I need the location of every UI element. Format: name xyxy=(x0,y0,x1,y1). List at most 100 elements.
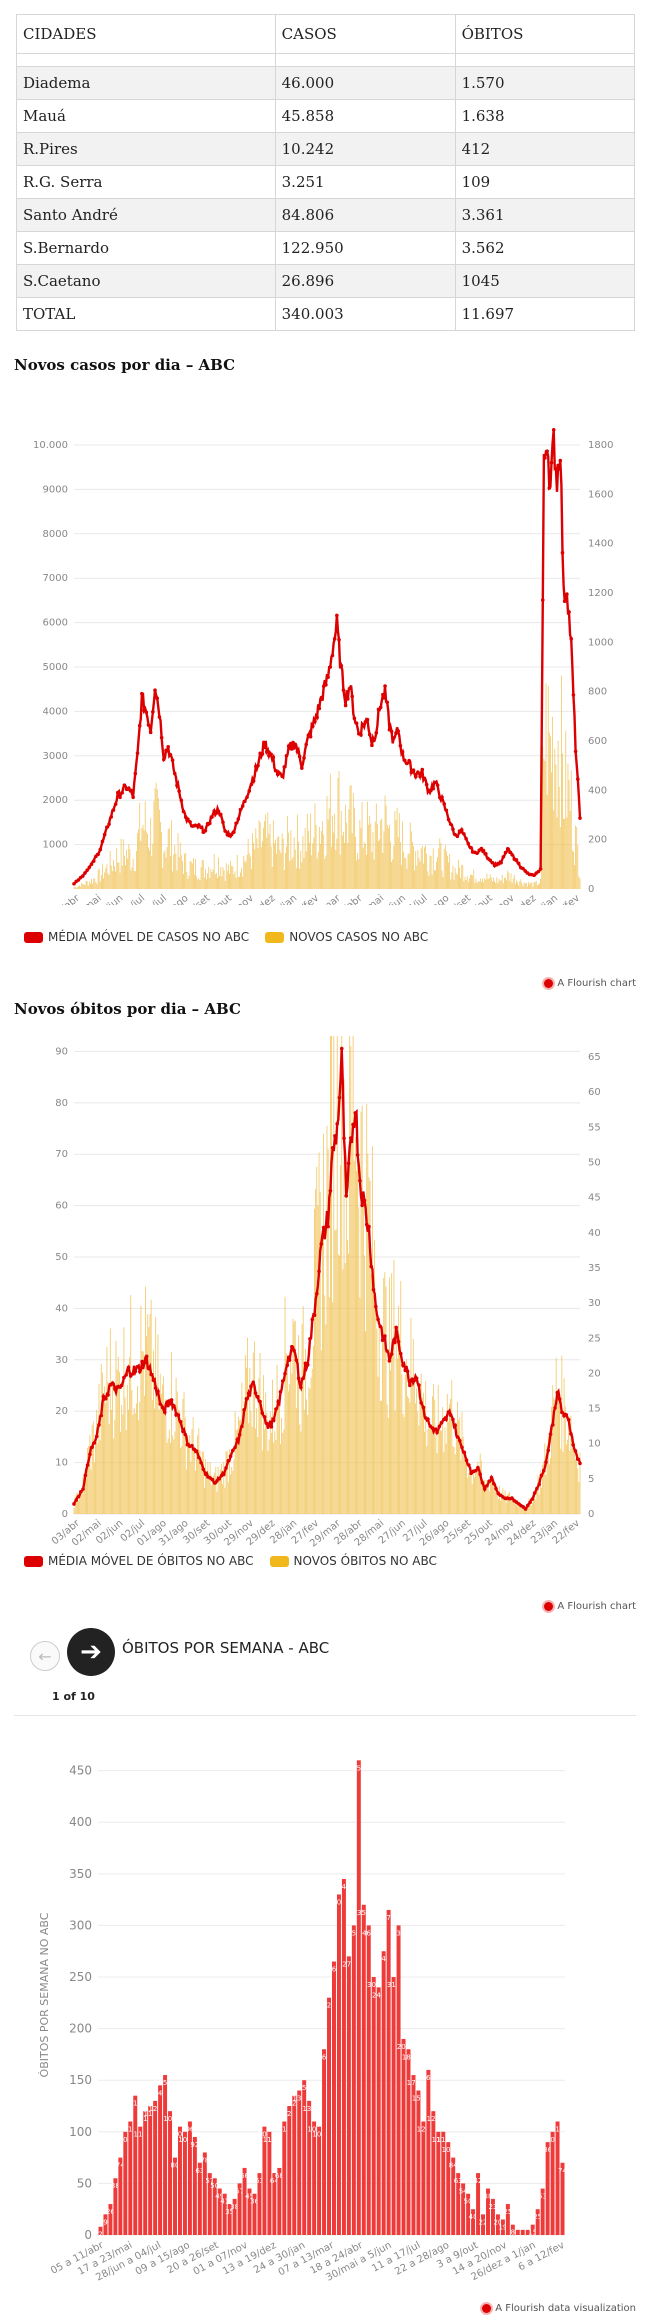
daily-bar xyxy=(229,873,230,889)
daily-bar xyxy=(216,1491,218,1514)
moving-average-point xyxy=(271,755,276,760)
flourish-credit-2[interactable]: A Flourish chart xyxy=(544,1601,636,1612)
week-bar-label: 180 xyxy=(402,2053,415,2061)
flourish-logo-icon xyxy=(482,2304,492,2313)
daily-bar xyxy=(117,1356,119,1514)
daily-bar xyxy=(157,798,159,889)
daily-bar xyxy=(206,879,207,889)
y-right-tick-label: 50 xyxy=(588,1158,601,1169)
daily-bar xyxy=(411,1380,413,1514)
moving-average-point xyxy=(455,834,460,839)
moving-average-point xyxy=(374,731,379,735)
previous-slide-button[interactable]: ← xyxy=(30,1641,60,1671)
daily-bar xyxy=(533,881,535,889)
daily-bar xyxy=(151,1399,153,1514)
week-bar-label: 123 xyxy=(288,2100,301,2108)
daily-bar xyxy=(409,1402,411,1514)
week-bar-label: 41 xyxy=(220,2198,229,2206)
daily-bar xyxy=(446,1393,448,1514)
daily-bar xyxy=(427,1428,429,1514)
daily-bar xyxy=(466,876,468,889)
table-body: Diadema 46.000 1.570 Mauá 45.858 1.638 R.Pires… xyxy=(16,53,636,331)
moving-average-point xyxy=(484,852,488,856)
legend-item-deaths-avg[interactable]: MÉDIA MÓVEL DE ÓBITOS NO ABC xyxy=(24,1554,254,1568)
daily-bar xyxy=(309,842,310,889)
daily-bar xyxy=(365,1331,366,1514)
week-bar xyxy=(257,2173,262,2235)
daily-bar xyxy=(415,1403,416,1514)
moving-average-point xyxy=(203,1472,208,1477)
daily-bar xyxy=(449,1404,450,1514)
daily-bar xyxy=(349,785,351,889)
daily-bar xyxy=(175,853,177,889)
daily-bar xyxy=(115,871,117,889)
moving-average-point xyxy=(369,1264,374,1269)
flourish-credit-3[interactable]: A Flourish data visualization xyxy=(482,2303,636,2314)
moving-average-point xyxy=(131,795,135,800)
daily-bar xyxy=(564,818,566,889)
moving-average-point xyxy=(79,1489,83,1494)
daily-bar xyxy=(497,1499,499,1514)
daily-bar xyxy=(157,1334,159,1514)
daily-bar xyxy=(471,874,472,889)
daily-bar xyxy=(543,758,545,889)
cases-cell: 10.242 xyxy=(274,132,456,166)
daily-bar xyxy=(327,819,329,889)
daily-bar xyxy=(154,788,156,889)
moving-average-point xyxy=(468,845,473,850)
moving-average-point xyxy=(405,761,409,766)
moving-average-point xyxy=(383,684,387,688)
daily-bar xyxy=(321,830,322,889)
week-bar-label: 20 xyxy=(493,2218,502,2226)
daily-bar xyxy=(198,1428,200,1514)
week-bar-label: 125 xyxy=(417,2125,430,2133)
daily-bar xyxy=(299,1424,301,1514)
daily-bar xyxy=(118,1371,120,1514)
daily-bar xyxy=(315,824,317,889)
daily-bar xyxy=(416,865,418,889)
daily-bar xyxy=(355,837,356,889)
daily-bar xyxy=(494,880,495,889)
moving-average-point xyxy=(398,743,403,748)
daily-bar xyxy=(409,822,411,889)
daily-bar xyxy=(510,873,512,889)
daily-bar xyxy=(209,877,211,889)
header-obitos: ÓBITOS xyxy=(454,14,636,54)
week-bar xyxy=(108,2204,113,2235)
moving-average-point xyxy=(293,742,298,747)
daily-bar xyxy=(360,1111,362,1514)
week-bar-label: 109 xyxy=(307,2125,320,2133)
moving-average-point xyxy=(319,695,324,700)
week-bar xyxy=(396,1925,401,2235)
daily-bar xyxy=(566,817,568,889)
moving-average-point xyxy=(122,783,127,788)
daily-bar xyxy=(554,748,556,889)
daily-bar xyxy=(174,845,176,889)
moving-average-point xyxy=(271,1418,276,1423)
daily-bar xyxy=(405,858,407,889)
flourish-credit-1[interactable]: A Flourish chart xyxy=(544,978,636,989)
legend-item-cases-avg[interactable]: MÉDIA MÓVEL DE CASOS NO ABC xyxy=(24,930,249,944)
daily-bar xyxy=(517,1506,518,1514)
legend-item-cases-new[interactable]: NOVOS CASOS NO ABC xyxy=(265,930,428,944)
daily-bar xyxy=(228,864,229,889)
week-bar-label: 100 xyxy=(119,2136,132,2144)
week-bar xyxy=(252,2193,257,2235)
moving-average-point xyxy=(560,1410,564,1415)
moving-average-point xyxy=(556,463,560,468)
daily-bar xyxy=(324,1295,326,1514)
daily-bar xyxy=(332,815,333,889)
moving-average-point xyxy=(89,862,94,867)
daily-bar xyxy=(331,1036,332,1514)
week-bar-label: 133 xyxy=(302,2105,315,2113)
moving-average-point xyxy=(526,1503,530,1508)
moving-average-point xyxy=(431,786,436,791)
daily-bar xyxy=(137,1386,138,1514)
next-slide-button[interactable]: ➔ xyxy=(67,1628,115,1676)
moving-average-point xyxy=(201,1467,206,1472)
daily-bar xyxy=(474,1477,475,1514)
daily-bar xyxy=(382,852,384,889)
daily-bar xyxy=(160,821,161,889)
legend-item-deaths-new[interactable]: NOVOS ÓBITOS NO ABC xyxy=(269,1554,437,1568)
moving-average-point xyxy=(264,750,269,754)
